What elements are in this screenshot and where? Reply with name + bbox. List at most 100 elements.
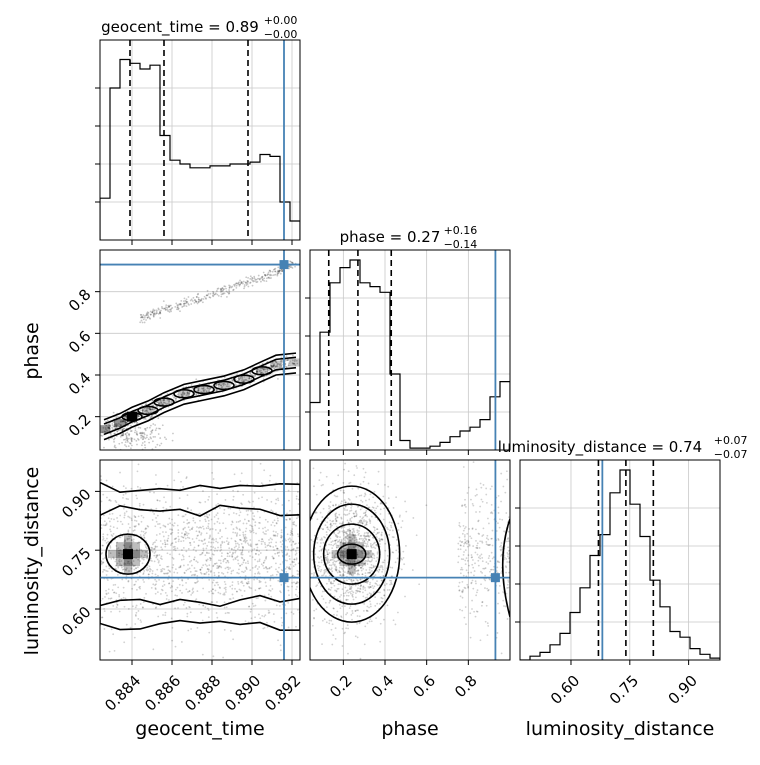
sample-point	[182, 536, 185, 539]
sample-point	[288, 555, 291, 558]
sample-point	[151, 570, 154, 572]
sample-point	[308, 548, 310, 550]
sample-point	[142, 516, 145, 519]
density-cell	[198, 385, 210, 394]
sample-point	[269, 537, 272, 540]
sample-point	[133, 515, 136, 517]
sample-point	[190, 593, 193, 596]
sample-point	[355, 513, 358, 516]
sample-point	[215, 538, 218, 540]
sample-point	[185, 581, 187, 584]
sample-point	[396, 611, 399, 614]
sample-point	[125, 487, 127, 490]
sample-point	[272, 546, 275, 548]
sample-point	[481, 601, 484, 604]
sample-point	[154, 584, 156, 587]
sample-point	[352, 533, 355, 536]
sample-point	[358, 538, 361, 541]
sample-point	[378, 531, 381, 534]
sample-point	[464, 511, 467, 514]
sample-point	[156, 558, 159, 561]
sample-point	[143, 581, 145, 583]
sample-point	[347, 547, 350, 550]
sample-point	[333, 532, 336, 535]
sample-point	[269, 269, 271, 272]
sample-point	[349, 591, 351, 593]
sample-point	[209, 557, 212, 560]
sample-point	[211, 581, 214, 584]
sample-point	[245, 537, 248, 539]
sample-point	[361, 573, 364, 576]
sample-point	[352, 596, 354, 598]
sample-point	[135, 588, 138, 591]
sample-point	[212, 537, 214, 540]
sample-point	[213, 549, 216, 552]
sample-point	[288, 360, 291, 363]
sample-point	[199, 526, 201, 529]
sample-point	[196, 535, 199, 537]
sample-point	[291, 362, 294, 364]
sample-point	[349, 519, 351, 521]
sample-point	[179, 589, 182, 592]
sample-point	[364, 511, 367, 514]
sample-point	[276, 547, 279, 550]
sample-point	[221, 572, 223, 574]
sample-point	[328, 552, 331, 554]
sample-point	[281, 270, 283, 273]
sample-point	[137, 415, 140, 418]
sample-point	[242, 380, 245, 383]
sample-point	[265, 567, 268, 570]
sample-point	[349, 532, 352, 535]
sample-point	[185, 607, 188, 609]
sample-point	[100, 527, 103, 530]
sample-point	[267, 276, 270, 279]
sample-point	[463, 535, 466, 538]
sample-point	[358, 540, 360, 543]
sample-point	[115, 601, 118, 604]
sample-point	[220, 384, 223, 387]
sample-point	[457, 542, 460, 545]
sample-point	[261, 496, 263, 499]
sample-point	[462, 529, 465, 532]
sample-point	[325, 606, 328, 609]
sample-point	[212, 538, 215, 541]
sample-point	[485, 537, 488, 540]
sample-point	[363, 562, 366, 565]
sample-point	[320, 549, 323, 552]
sample-point	[137, 578, 139, 581]
sample-point	[285, 359, 287, 362]
panel-title: geocent_time = 0.89	[101, 18, 259, 37]
sample-point	[187, 564, 189, 566]
sample-point	[379, 539, 381, 541]
sample-point	[245, 568, 248, 571]
sample-point	[363, 544, 366, 547]
sample-point	[175, 397, 178, 400]
sample-point	[197, 301, 200, 304]
sample-point	[130, 440, 133, 443]
sample-point	[321, 548, 324, 550]
density-cell	[124, 534, 132, 543]
sample-point	[116, 604, 119, 606]
sample-point	[277, 497, 279, 500]
sample-point	[348, 536, 351, 538]
sample-point	[334, 542, 337, 545]
sample-point	[464, 587, 467, 590]
sample-point	[345, 501, 347, 504]
sample-point	[179, 303, 181, 305]
sample-point	[171, 518, 173, 521]
sample-point	[258, 572, 261, 575]
sample-point	[371, 546, 373, 549]
sample-point	[363, 519, 365, 521]
sample-point	[236, 527, 239, 530]
sample-point	[126, 421, 129, 424]
sample-point	[177, 303, 180, 306]
sample-point	[243, 379, 245, 381]
sample-point	[169, 308, 172, 311]
sample-point	[153, 548, 156, 550]
panel-frame	[309, 459, 511, 661]
sample-point	[162, 535, 165, 538]
sample-point	[464, 503, 467, 506]
sample-point	[139, 619, 142, 622]
sample-point	[348, 547, 351, 550]
sample-point	[159, 564, 161, 567]
